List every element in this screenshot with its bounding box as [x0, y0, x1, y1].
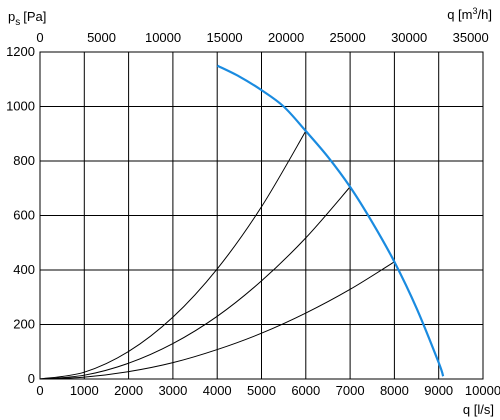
x-tick-label: 6000 [291, 383, 320, 398]
y-axis-label: ps [Pa] [8, 9, 46, 28]
x-tick-label: 8000 [380, 383, 409, 398]
x2-tick-label: 30000 [391, 30, 427, 45]
y-tick-label: 200 [13, 317, 35, 332]
y-tick-label: 600 [13, 208, 35, 223]
fan-curve [216, 64, 445, 377]
x2-axis-label: q [m3/h] [447, 6, 492, 22]
y-tick-label: 1200 [6, 44, 35, 59]
grid [39, 51, 484, 380]
plot-frame [39, 51, 484, 380]
x-tick-label: 2000 [114, 383, 143, 398]
x2-tick-label: 0 [36, 30, 43, 45]
y-tick-label: 1000 [6, 99, 35, 114]
y-tick-label: 0 [28, 371, 35, 386]
x-tick-label: 10000 [465, 383, 500, 398]
x-tick-label: 3000 [158, 383, 187, 398]
y-tick-label: 800 [13, 153, 35, 168]
x2-tick-label: 15000 [207, 30, 243, 45]
x-tick-label: 0 [36, 383, 43, 398]
x2-tick-labels: 0 5000 10000 15000 20000 25000 30000 35000 [36, 30, 488, 45]
system-curves [39, 130, 395, 380]
system-curve [39, 261, 395, 380]
fan-curve-group [216, 64, 445, 377]
x2-tick-label: 35000 [453, 30, 489, 45]
x2-tick-label: 5000 [87, 30, 116, 45]
x-tick-labels: 0 1000 2000 3000 4000 5000 6000 7000 8000 9000 100… [36, 383, 500, 398]
system-curve [39, 186, 351, 380]
x2-tick-label: 10000 [145, 30, 181, 45]
x2-tick-label: 25000 [330, 30, 366, 45]
x-tick-label: 5000 [247, 383, 276, 398]
x-tick-label: 7000 [336, 383, 365, 398]
y-tick-label: 400 [13, 262, 35, 277]
x2-tick-label: 20000 [268, 30, 304, 45]
system-curve [39, 130, 307, 380]
x-axis-label: q [l/s] [463, 402, 494, 417]
x-tick-label: 9000 [424, 383, 453, 398]
x-tick-label: 1000 [70, 383, 99, 398]
y-tick-labels: 0 200 400 600 800 1000 1200 [6, 44, 35, 386]
x-tick-label: 4000 [203, 383, 232, 398]
